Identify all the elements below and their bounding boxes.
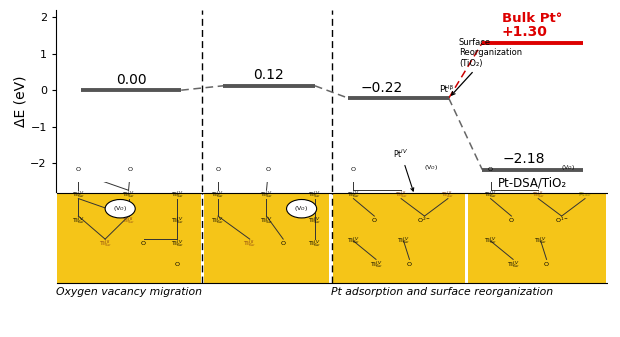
Text: (V$_O$): (V$_O$) — [294, 204, 309, 213]
Text: O: O — [174, 263, 180, 268]
Text: O: O — [372, 218, 377, 223]
Text: +1.30: +1.30 — [501, 25, 547, 39]
Text: Ti$_{5c}^{IV}$: Ti$_{5c}^{IV}$ — [122, 189, 135, 200]
Text: O: O — [265, 167, 271, 173]
Text: Ti$_{5c}^{IV}$: Ti$_{5c}^{IV}$ — [260, 215, 273, 226]
Text: Ti$_{6c}^{III}$: Ti$_{6c}^{III}$ — [243, 238, 256, 249]
Text: O: O — [76, 167, 81, 173]
Text: Pt$^{IV}$: Pt$^{IV}$ — [394, 148, 414, 191]
Ellipse shape — [286, 200, 317, 218]
Text: O: O — [216, 167, 221, 173]
Text: Ti$_{5c}^{III}$: Ti$_{5c}^{III}$ — [99, 238, 112, 249]
Text: (V$_O$): (V$_O$) — [424, 163, 438, 172]
Text: O$^{2-}$: O$^{2-}$ — [417, 216, 432, 225]
Text: Ti$_{6c}^{IV}$: Ti$_{6c}^{IV}$ — [309, 238, 322, 249]
Text: Ti$_{6c}^{IV}$: Ti$_{6c}^{IV}$ — [211, 189, 224, 200]
Text: Ti$_{5c}^{IV}$: Ti$_{5c}^{IV}$ — [260, 189, 273, 200]
Text: Ti$_{6c}^{IV}$: Ti$_{6c}^{IV}$ — [211, 215, 224, 226]
Text: O: O — [488, 167, 493, 173]
Text: Ti$_{5c}^{IV}$: Ti$_{5c}^{IV}$ — [309, 215, 322, 226]
Text: Ti$_{6c}^{IV}$: Ti$_{6c}^{IV}$ — [484, 236, 497, 246]
Text: Ti$_{6c}^{IV}$: Ti$_{6c}^{IV}$ — [484, 189, 497, 200]
Text: Ti$_{5c}^{IV}$: Ti$_{5c}^{IV}$ — [309, 189, 322, 200]
Text: Ti$_{5c}^{IV}$: Ti$_{5c}^{IV}$ — [170, 215, 184, 226]
Bar — [56, 193, 202, 283]
Text: Ti$_{5c}^{III}$: Ti$_{5c}^{III}$ — [532, 189, 545, 200]
Text: Surface
Reorganization
(TiO₂): Surface Reorganization (TiO₂) — [451, 38, 522, 95]
Text: Ti$_{4c}^{III}$: Ti$_{4c}^{III}$ — [441, 189, 454, 200]
Text: −0.22: −0.22 — [361, 81, 403, 95]
Text: Ti$_{5c}^{III}$: Ti$_{5c}^{III}$ — [122, 215, 135, 226]
Text: Ti$_{6c}^{IV}$: Ti$_{6c}^{IV}$ — [534, 236, 547, 246]
Text: O: O — [128, 167, 133, 173]
Text: Ti$_{6c}^{IV}$: Ti$_{6c}^{IV}$ — [347, 236, 360, 246]
Text: (V$_O$): (V$_O$) — [561, 163, 575, 172]
Text: Ti$_{6c}^{IV}$: Ti$_{6c}^{IV}$ — [397, 236, 410, 246]
Y-axis label: ΔE (eV): ΔE (eV) — [14, 75, 27, 127]
Text: Oxygen vacancy migration: Oxygen vacancy migration — [56, 287, 202, 297]
Text: Ti$_{6c}^{IV}$: Ti$_{6c}^{IV}$ — [370, 259, 383, 270]
Text: Pt adsorption and surface reorganization: Pt adsorption and surface reorganization — [331, 287, 553, 297]
Text: O: O — [351, 167, 356, 173]
Text: Ti$_{6c}^{IV}$: Ti$_{6c}^{IV}$ — [170, 238, 184, 249]
Bar — [204, 193, 329, 283]
Text: Ti$_{5c}^{III}$: Ti$_{5c}^{III}$ — [394, 189, 407, 200]
Text: O: O — [509, 218, 514, 223]
Text: Ti$_{6c}^{IV}$: Ti$_{6c}^{IV}$ — [347, 189, 360, 200]
Ellipse shape — [105, 200, 135, 218]
Bar — [468, 193, 606, 283]
Text: O: O — [407, 263, 412, 268]
Text: Bulk Pt°: Bulk Pt° — [502, 12, 562, 25]
Text: Ptᴵᵝ: Ptᴵᵝ — [439, 85, 453, 94]
Text: 0.00: 0.00 — [116, 72, 146, 87]
Text: O$^{1-}$: O$^{1-}$ — [554, 216, 569, 225]
Text: Ti$_{5c}^{IV}$: Ti$_{5c}^{IV}$ — [170, 189, 184, 200]
Text: (V$_O$): (V$_O$) — [113, 204, 127, 213]
Text: −2.18: −2.18 — [503, 152, 545, 166]
Text: Pt-DSA/TiO₂: Pt-DSA/TiO₂ — [498, 177, 567, 190]
Text: Ti$_{6c}^{IV}$: Ti$_{6c}^{IV}$ — [72, 189, 85, 200]
Text: O: O — [281, 241, 286, 246]
Text: Ti$_{6c}^{IV}$: Ti$_{6c}^{IV}$ — [72, 215, 85, 226]
Text: Ti$_{6c}^{IV}$: Ti$_{6c}^{IV}$ — [507, 259, 520, 270]
Text: O: O — [544, 263, 549, 268]
Text: O: O — [141, 241, 146, 246]
Text: 0.12: 0.12 — [254, 68, 285, 82]
Bar — [334, 193, 466, 283]
Text: Pt$_{4c}$: Pt$_{4c}$ — [578, 190, 592, 199]
